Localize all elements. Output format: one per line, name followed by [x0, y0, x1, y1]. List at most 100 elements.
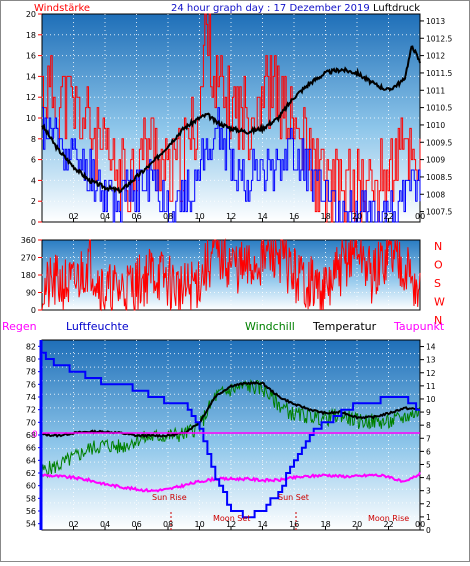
x-tick-label: 00: [415, 212, 425, 221]
wind-direction-series: [41, 238, 421, 312]
x-tick-label: 20: [352, 212, 362, 221]
compass-label: O: [434, 259, 443, 272]
y-tick-label: 1011.5: [426, 69, 452, 78]
x-tick-label: 04: [100, 212, 110, 221]
y-tick-label: 14: [426, 343, 436, 352]
x-tick-label: 22: [384, 212, 394, 221]
x-tick-label: 10: [195, 212, 205, 221]
y-tick-label: 80: [26, 355, 36, 364]
y-tick-label: 6: [31, 156, 36, 165]
y-tick-label: 1010.5: [426, 104, 452, 113]
x-tick-label: 12: [226, 212, 236, 221]
y-tick-label: 1009.5: [426, 138, 452, 147]
x-tick-label: 22: [384, 520, 394, 529]
x-tick-label: 02: [69, 520, 79, 529]
dewpoint-series: [41, 471, 421, 493]
x-tick-label: 14: [258, 212, 268, 221]
y-tick-label: 180: [21, 271, 36, 280]
x-tick-label: 06: [132, 520, 142, 529]
y-tick-label: 3: [426, 487, 431, 496]
event-sun-set: Sun Set: [278, 493, 309, 502]
y-tick-label: 10: [426, 395, 436, 404]
x-tick-label: 10: [195, 520, 205, 529]
header-luftdruck: Luftdruck: [373, 3, 420, 14]
y-tick-label: 1013: [426, 17, 445, 26]
event-moon-rise: Moon Rise: [368, 514, 409, 523]
y-tick-label: 1012.5: [426, 34, 452, 43]
y-tick-label: 8: [426, 421, 431, 430]
y-tick-label: 7: [426, 434, 431, 443]
y-tick-label: 76: [26, 380, 36, 389]
y-tick-label: 56: [26, 507, 36, 516]
y-tick-label: 58: [26, 494, 36, 503]
wind-pressure-series: [41, 13, 421, 223]
y-tick-label: 1009: [426, 156, 445, 165]
y-tick-label: 5: [426, 460, 431, 469]
x-tick-label: 12: [226, 520, 236, 529]
pressure-axis: 1007.5 1008 1008.5 1009 1009.5 1010 1010.5 1011…: [420, 17, 452, 217]
y-tick-label: 62: [26, 469, 36, 478]
y-tick-label: 6: [426, 447, 431, 456]
y-tick-label: 0: [31, 306, 36, 315]
y-tick-label: 68: [26, 431, 36, 440]
y-tick-label: 13: [426, 356, 436, 365]
header-title: 24 hour graph day : 17 Dezember 2019: [171, 3, 370, 14]
y-tick-label: 18: [26, 31, 36, 40]
humidity-temperature-series: [41, 351, 421, 519]
y-tick-label: 54: [26, 520, 36, 529]
label-windchill: Windchill: [245, 320, 295, 333]
x-tick-label: 08: [163, 520, 173, 529]
humidity-temperature-x-axis: 02 04 06 08 10 12 14 16 18 20 22 00: [69, 520, 425, 530]
compass-label: N: [434, 240, 442, 253]
x-tick-label: 14: [258, 520, 268, 529]
zero-reference-label: 0: [32, 430, 38, 440]
x-tick-label: 16: [289, 520, 299, 529]
y-tick-label: 2: [31, 197, 36, 206]
y-tick-label: 9: [426, 408, 431, 417]
label-regen: Regen: [2, 320, 37, 333]
y-tick-label: 2: [426, 500, 431, 509]
y-tick-label: 1008: [426, 190, 445, 199]
temperature-series: [41, 381, 421, 439]
y-tick-label: 12: [26, 93, 36, 102]
y-tick-label: 1012: [426, 52, 445, 61]
event-moon-set-1: Moon Set: [213, 514, 250, 523]
pressure-series: [41, 45, 421, 194]
header-windstaerke: Windstärke: [34, 3, 90, 14]
y-tick-label: 270: [21, 254, 36, 263]
event-sun-rise: Sun Rise: [152, 493, 187, 502]
y-tick-label: 1011: [426, 86, 445, 95]
y-tick-label: 1010: [426, 121, 445, 130]
y-tick-label: 1: [426, 513, 431, 522]
compass-label: W: [434, 296, 445, 309]
label-temperatur: Temperatur: [312, 320, 377, 333]
x-tick-label: 18: [321, 212, 331, 221]
wind-direction-degree-axis: 0 90 180 270 360: [21, 236, 42, 315]
y-tick-label: 78: [26, 368, 36, 377]
y-tick-label: 12: [426, 369, 436, 378]
y-tick-label: 82: [26, 342, 36, 351]
humidity-series: [42, 351, 420, 519]
label-luftfeuchte: Luftfeuchte: [66, 320, 129, 333]
y-tick-label: 72: [26, 406, 36, 415]
x-tick-label: 04: [100, 520, 110, 529]
wind-direction-series: [41, 238, 421, 312]
y-tick-label: 11: [426, 382, 436, 391]
y-tick-label: 10: [26, 114, 36, 123]
wind-speed-axis: 0 2 4 6 8 10 12 14 16 18 20: [26, 10, 42, 227]
x-tick-label: 02: [69, 212, 79, 221]
x-tick-label: 08: [163, 212, 173, 221]
y-tick-label: 14: [26, 72, 36, 81]
y-tick-label: 1007.5: [426, 208, 452, 217]
x-tick-label: 20: [352, 520, 362, 529]
y-tick-label: 8: [31, 135, 36, 144]
y-tick-label: 64: [26, 456, 36, 465]
windchill-series: [41, 379, 421, 479]
x-tick-label: 18: [321, 520, 331, 529]
y-tick-label: 4: [31, 176, 36, 185]
